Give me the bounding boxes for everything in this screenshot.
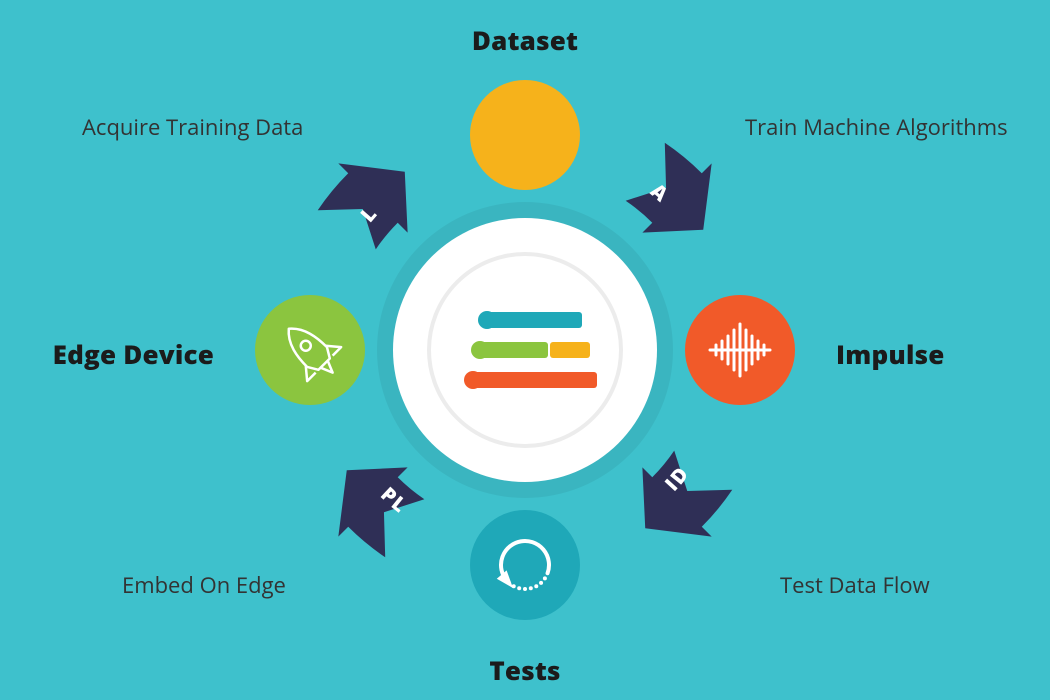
diagram-canvas: TRAINVALIDATEDEPLOYCOLLECT Dataset Impul… — [0, 0, 1050, 700]
edge-node — [255, 295, 365, 405]
embed-caption: Embed On Edge — [122, 570, 286, 600]
edge-impulse-logo-icon — [464, 311, 597, 389]
acquire-caption: Acquire Training Data — [82, 112, 303, 142]
test-caption: Test Data Flow — [780, 570, 930, 600]
train-caption: Train Machine Algorithms — [745, 112, 1008, 142]
dataset-node — [470, 80, 580, 190]
edge-device-label: Edge Device — [53, 336, 214, 372]
center-hub — [377, 202, 673, 498]
dataset-label: Dataset — [472, 22, 578, 58]
tests-node — [470, 510, 580, 620]
impulse-label: Impulse — [836, 336, 945, 372]
tests-label: Tests — [489, 652, 560, 688]
impulse-node — [685, 295, 795, 405]
